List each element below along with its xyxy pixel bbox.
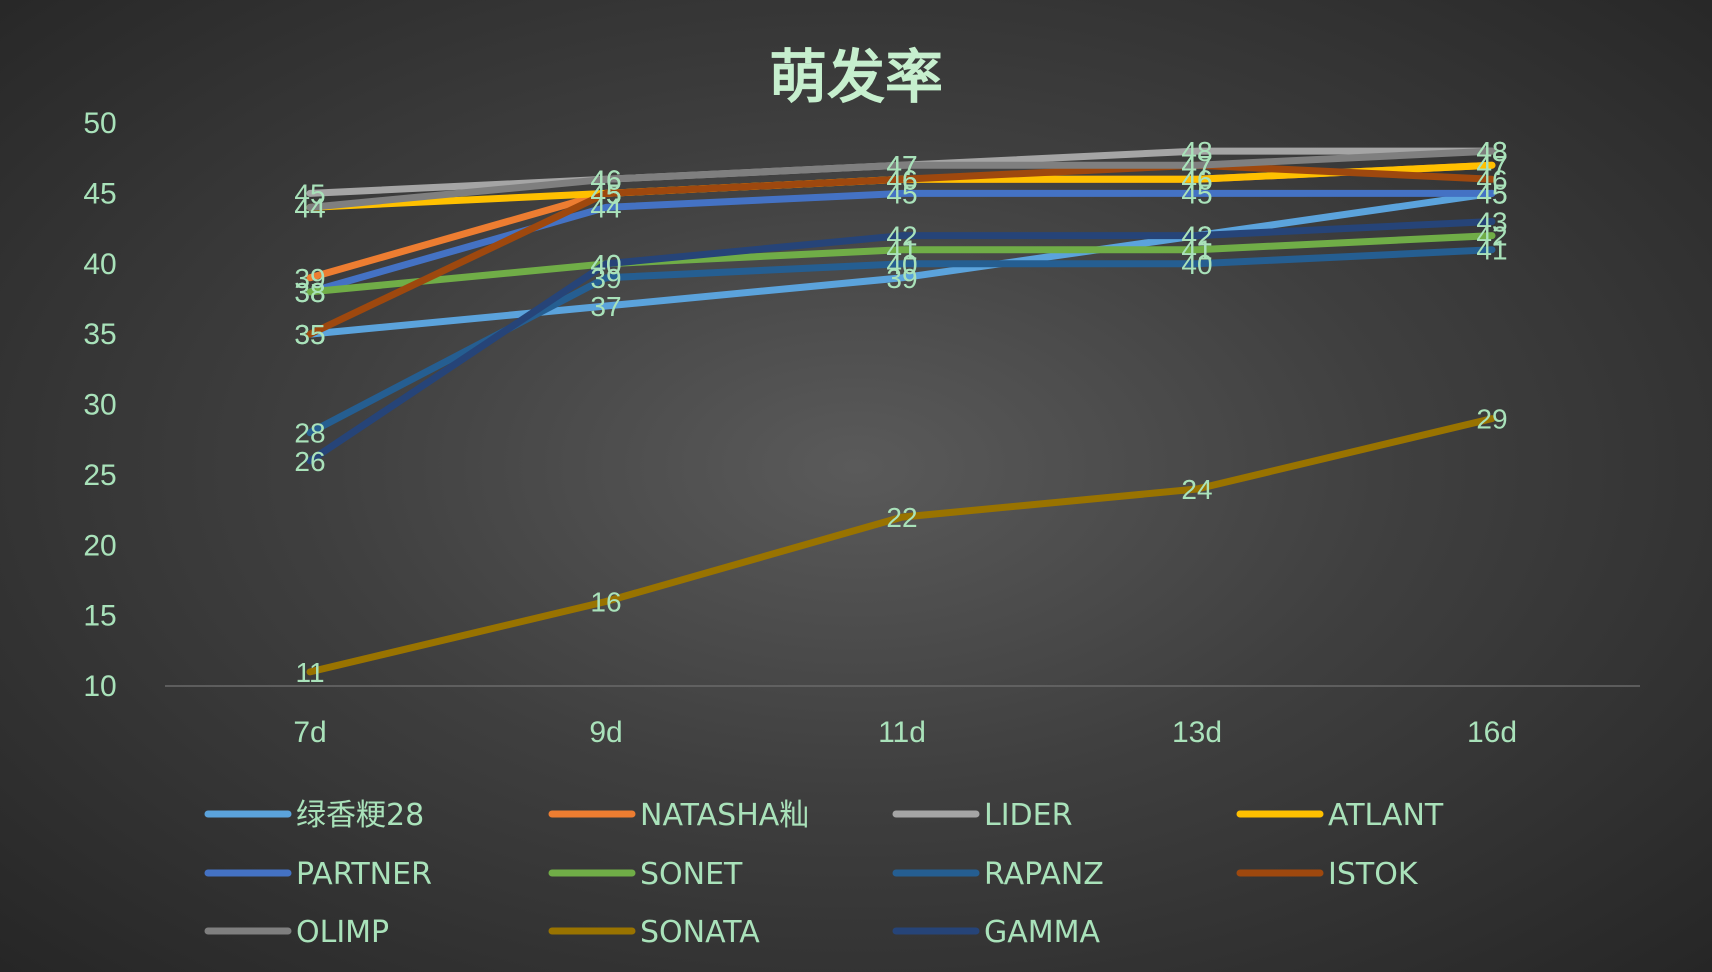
series-lines xyxy=(306,147,1496,676)
data-label: 42 xyxy=(886,221,917,252)
x-tick-label: 13d xyxy=(1172,716,1222,749)
data-label: 26 xyxy=(294,446,325,477)
data-label: 45 xyxy=(1476,178,1507,209)
y-tick-label: 35 xyxy=(83,318,116,351)
y-tick-label: 45 xyxy=(83,177,116,210)
y-tick-label: 50 xyxy=(83,107,116,140)
data-label: 40 xyxy=(886,249,917,280)
data-label: 46 xyxy=(886,164,917,195)
data-label: 40 xyxy=(590,249,621,280)
legend: 绿香粳28 NATASHA籼 LIDER ATLANT PARTNER SONET RAPA… xyxy=(204,798,1444,950)
series-line-7 xyxy=(306,161,1496,338)
legend-label: ATLANT xyxy=(1328,798,1444,833)
legend-label: PARTNER xyxy=(296,857,432,892)
data-label: 46 xyxy=(886,164,917,195)
data-label: 44 xyxy=(590,192,621,223)
data-label: 16 xyxy=(590,587,621,618)
data-label: 45 xyxy=(1181,178,1212,209)
x-tick-label: 16d xyxy=(1467,716,1517,749)
data-label: 46 xyxy=(1181,164,1212,195)
data-label: 45 xyxy=(590,178,621,209)
data-label: 45 xyxy=(590,178,621,209)
y-tick-label: 25 xyxy=(83,459,116,492)
data-label: 44 xyxy=(294,192,325,223)
legend-label: ISTOK xyxy=(1328,857,1419,892)
legend-label: NATASHA籼 xyxy=(640,798,809,833)
data-label: 28 xyxy=(294,418,325,449)
data-label: 48 xyxy=(1181,136,1212,167)
series-line-10 xyxy=(306,218,1496,465)
data-label: 44 xyxy=(294,192,325,223)
series-line-0 xyxy=(306,189,1496,338)
series-line-8 xyxy=(306,147,1496,211)
data-label: 39 xyxy=(294,263,325,294)
data-label: 45 xyxy=(590,178,621,209)
legend-label: OLIMP xyxy=(296,915,389,950)
data-label: 22 xyxy=(886,502,917,533)
data-label: 47 xyxy=(886,150,917,181)
data-label: 45 xyxy=(1476,178,1507,209)
data-label: 11 xyxy=(295,657,324,688)
data-label: 46 xyxy=(886,164,917,195)
legend-label: 绿香粳28 xyxy=(296,798,424,833)
data-label: 35 xyxy=(294,319,325,350)
legend-label: SONET xyxy=(640,857,743,892)
y-tick-label: 40 xyxy=(83,248,116,281)
data-label: 47 xyxy=(1476,150,1507,181)
y-tick-label: 30 xyxy=(83,389,116,422)
data-label: 24 xyxy=(1181,474,1212,505)
data-label: 46 xyxy=(1476,164,1507,195)
data-label: 45 xyxy=(886,178,917,209)
data-label: 42 xyxy=(1476,221,1507,252)
x-tick-label: 9d xyxy=(589,716,622,749)
data-label: 42 xyxy=(1181,221,1212,252)
y-tick-label: 20 xyxy=(83,529,116,562)
chart-title: 萌发率 xyxy=(769,43,943,111)
series-line-4 xyxy=(306,189,1496,296)
y-axis: 10 15 20 25 30 35 40 45 50 xyxy=(83,107,116,703)
y-tick-label: 15 xyxy=(83,600,116,633)
data-label: 47 xyxy=(1181,150,1212,181)
data-label: 35 xyxy=(294,319,325,350)
data-label: 39 xyxy=(590,263,621,294)
data-label: 47 xyxy=(1476,150,1507,181)
y-tick-label: 10 xyxy=(83,670,116,703)
data-label: 43 xyxy=(1476,207,1507,238)
legend-label: LIDER xyxy=(984,798,1072,833)
data-label: 29 xyxy=(1476,404,1507,435)
data-label: 41 xyxy=(886,235,917,266)
x-axis: 7d 9d 11d 13d 16d xyxy=(293,716,1517,749)
data-label: 46 xyxy=(590,164,621,195)
data-label: 41 xyxy=(1476,235,1507,266)
data-label: 38 xyxy=(294,277,325,308)
x-tick-label: 11d xyxy=(878,716,926,749)
series-line-5 xyxy=(306,232,1496,296)
data-label: 40 xyxy=(590,249,621,280)
legend-label: SONATA xyxy=(640,915,760,950)
data-label: 46 xyxy=(590,164,621,195)
data-label: 47 xyxy=(886,150,917,181)
data-label: 46 xyxy=(1181,164,1212,195)
data-label: 47 xyxy=(1181,150,1212,181)
legend-label: GAMMA xyxy=(984,915,1101,950)
data-label: 45 xyxy=(294,178,325,209)
data-label: 48 xyxy=(1476,136,1507,167)
series-line-9 xyxy=(306,415,1496,676)
data-label: 39 xyxy=(886,263,917,294)
data-label: 38 xyxy=(294,277,325,308)
data-label: 42 xyxy=(1181,221,1212,252)
data-label: 40 xyxy=(1181,249,1212,280)
data-label: 41 xyxy=(1181,235,1212,266)
data-label: 48 xyxy=(1476,136,1507,167)
legend-label: RAPANZ xyxy=(984,857,1104,892)
data-label: 37 xyxy=(590,291,621,322)
x-tick-label: 7d xyxy=(293,716,326,749)
